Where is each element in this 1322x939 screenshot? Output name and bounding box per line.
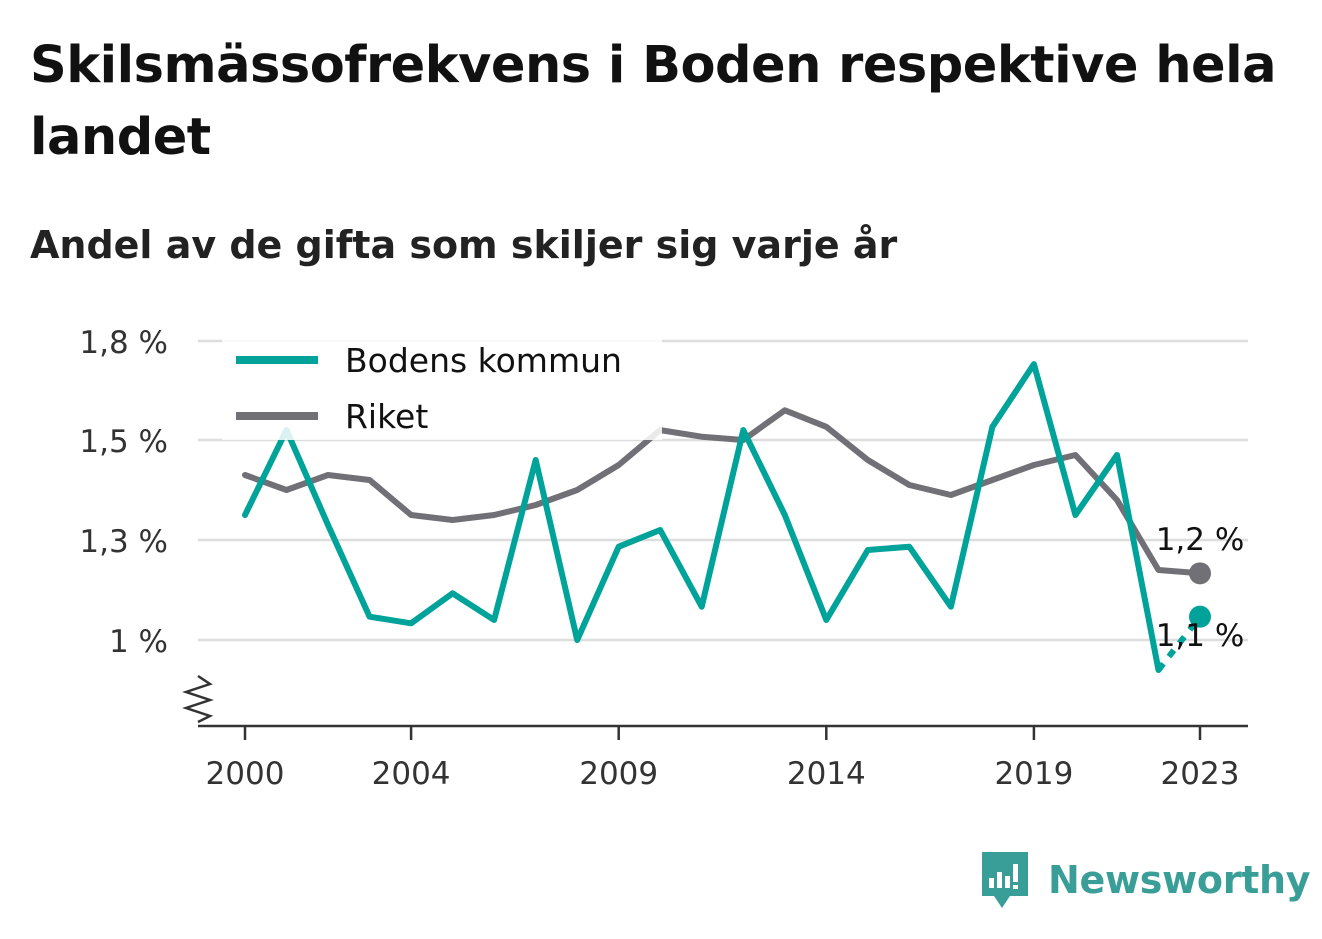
y-tick-label: 1,5 %	[79, 424, 168, 460]
x-tick-label: 2000	[206, 756, 285, 792]
newsworthy-logo-icon	[982, 852, 1028, 908]
x-tick-label: 2019	[994, 756, 1073, 792]
legend: Bodens kommun Riket	[222, 322, 662, 440]
series-end-point	[1189, 562, 1211, 585]
x-axis: 2000 2004 2009 2014 2019 2023	[182, 674, 1248, 792]
x-tick-label: 2009	[579, 756, 658, 792]
end-label-riket: 1,2 %	[1156, 522, 1245, 558]
axis-break-icon	[182, 674, 214, 724]
series-end-point	[1189, 605, 1211, 628]
series-lines	[242, 361, 1211, 673]
legend-label: Riket	[345, 397, 428, 436]
legend-label: Bodens kommun	[345, 341, 622, 380]
end-label-boden: 1,1 %	[1156, 618, 1245, 654]
series-line-riket	[242, 407, 1203, 577]
brand-name: Newsworthy	[1048, 858, 1311, 902]
legend-background	[222, 322, 662, 440]
x-tick-label: 2014	[787, 756, 866, 792]
series-line-boden	[242, 361, 1162, 673]
series-dashed-segment	[1156, 614, 1203, 672]
y-axis: 1 % 1,3 % 1,5 % 1,8 %	[79, 325, 168, 660]
end-labels: 1,2 % 1,1 %	[1156, 522, 1245, 654]
chart-subtitle: Andel av de gifta som skiljer sig varje …	[30, 223, 898, 267]
chart-title: Skilsmässofrekvens i Boden respektive he…	[30, 36, 1277, 167]
x-tick-label: 2023	[1161, 756, 1240, 792]
y-tick-label: 1 %	[109, 624, 168, 660]
newsworthy-logo: Newsworthy	[980, 850, 1311, 910]
x-tick-label: 2004	[372, 756, 451, 792]
y-tick-label: 1,8 %	[79, 325, 168, 361]
y-tick-label: 1,3 %	[79, 524, 168, 560]
